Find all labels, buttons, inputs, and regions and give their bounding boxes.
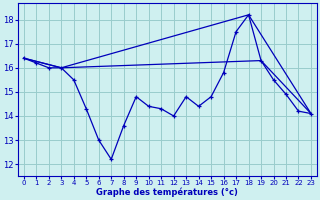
X-axis label: Graphe des températures (°c): Graphe des températures (°c) [96,188,238,197]
